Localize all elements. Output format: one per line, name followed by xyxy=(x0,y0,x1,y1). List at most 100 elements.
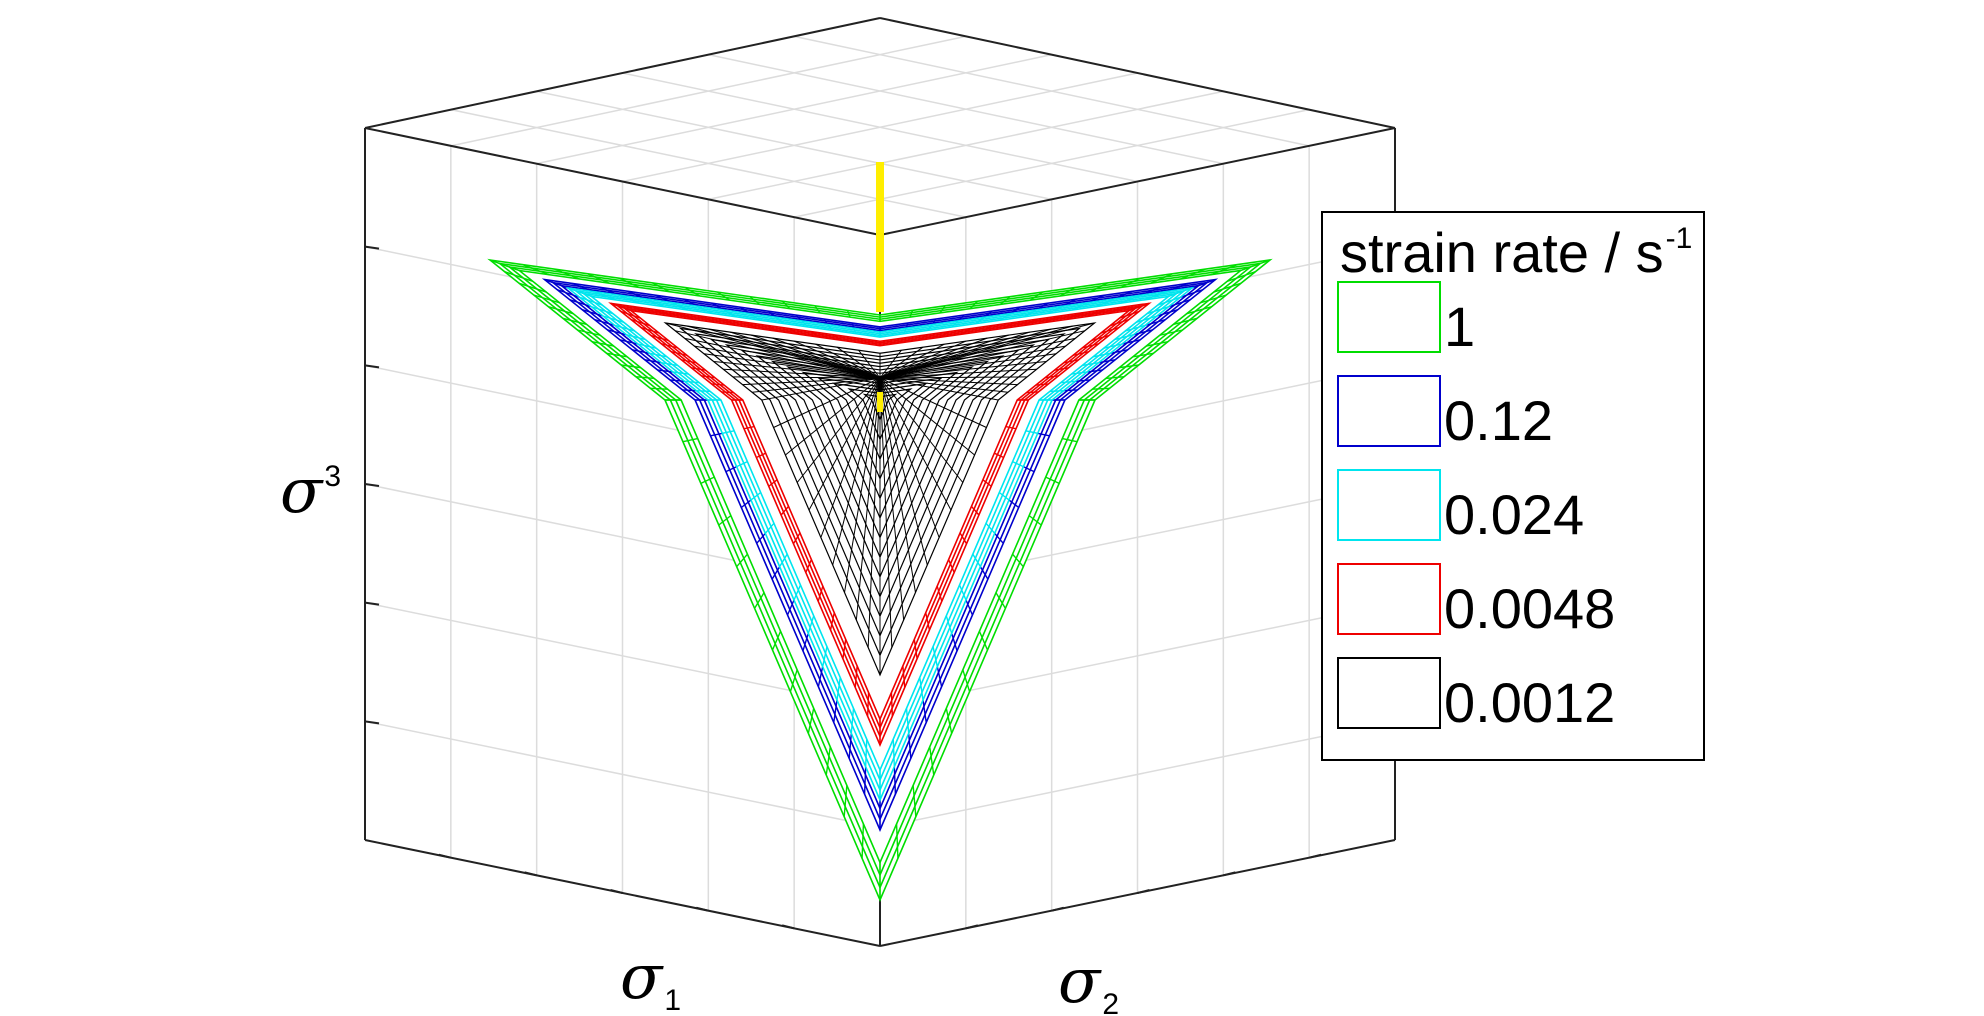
mesh-hatch xyxy=(962,669,971,692)
mesh-hatch xyxy=(995,592,1007,609)
axis-tick xyxy=(610,889,623,894)
axis-label-sigma2-subscript: 2 xyxy=(1102,988,1119,1016)
mesh-hatch xyxy=(1120,339,1141,345)
mesh-hatch xyxy=(626,333,646,341)
axis-tick xyxy=(965,924,979,930)
mesh-hatch xyxy=(890,692,894,717)
mesh-hatch xyxy=(853,328,857,334)
mesh-hatch xyxy=(606,352,628,358)
mesh-hatch xyxy=(582,309,605,318)
mesh-hatch xyxy=(1054,367,1069,371)
legend-swatch xyxy=(1337,375,1441,447)
mesh-hatch xyxy=(982,479,992,487)
mesh-hatch xyxy=(691,367,706,371)
mesh-hatch xyxy=(903,328,907,334)
mesh-hatch xyxy=(696,389,711,393)
svg-text:σ3: σ3 xyxy=(280,454,341,527)
mesh-hatch xyxy=(1132,352,1154,358)
mesh-hatch xyxy=(979,565,989,580)
mesh-spoke xyxy=(815,343,881,379)
mesh-hatch xyxy=(1132,329,1153,336)
mesh-hatch xyxy=(782,300,791,310)
mesh-hatch xyxy=(994,452,1004,459)
mesh-hatch xyxy=(1128,302,1150,312)
axis-label-sigma1: σ1 xyxy=(620,940,681,1016)
mesh-hatch xyxy=(548,305,574,315)
mesh-spoke xyxy=(879,377,916,593)
mesh-hatch xyxy=(936,585,943,602)
mesh-spoke xyxy=(879,334,1009,379)
mesh-hatch xyxy=(1012,461,1024,468)
mesh-hatch xyxy=(919,677,924,701)
mesh-spoke xyxy=(879,349,902,379)
mesh-hatch xyxy=(723,309,737,318)
mesh-spoke xyxy=(867,377,881,648)
mesh-hatch xyxy=(962,328,971,335)
mesh-hatch xyxy=(594,319,617,327)
mesh-hatch xyxy=(970,505,980,516)
mesh-hatch xyxy=(893,764,897,795)
mesh-hatch xyxy=(587,273,610,284)
mesh-hatch xyxy=(567,287,592,298)
mesh-hatch xyxy=(743,425,755,430)
mesh-spoke xyxy=(794,340,881,379)
mesh-hatch xyxy=(1144,291,1167,301)
mesh-hatch xyxy=(610,302,632,312)
mesh-spoke xyxy=(879,377,999,401)
legend-swatch xyxy=(1337,657,1441,729)
mesh-hatch xyxy=(978,630,989,651)
mesh-spoke xyxy=(761,377,881,401)
mesh-spoke xyxy=(879,361,1047,379)
axis-label-sigma1-symbol: σ xyxy=(620,940,664,1013)
mesh-spoke xyxy=(708,328,881,379)
mesh-hatch xyxy=(780,505,790,516)
mesh-hatch xyxy=(1072,302,1089,311)
mesh-hatch xyxy=(750,491,762,501)
mesh-hatch xyxy=(657,369,675,373)
mesh-hatch xyxy=(1210,263,1238,276)
mesh-hatch xyxy=(1025,430,1038,435)
mesh-hatch xyxy=(817,665,824,687)
mesh-hatch xyxy=(866,692,870,717)
axis-tick xyxy=(524,871,537,877)
mesh-hatch xyxy=(1060,380,1076,384)
mesh-hatch xyxy=(749,313,761,321)
mesh-spoke xyxy=(879,353,1057,379)
legend: strain rate / s-1 1 0.12 0.024 0.0048 0.0012 xyxy=(1321,211,1705,761)
legend-label: 0.024 xyxy=(1444,483,1584,546)
mesh-spoke xyxy=(675,330,881,379)
mesh-spoke xyxy=(844,377,881,593)
mesh-hatch xyxy=(861,823,865,859)
mesh-hatch xyxy=(669,379,686,383)
mesh-hatch xyxy=(1063,359,1079,364)
mesh-hatch xyxy=(671,302,688,311)
mesh-hatch xyxy=(1062,389,1078,392)
mesh-hatch xyxy=(985,522,996,534)
mesh-spoke xyxy=(713,361,881,379)
mesh-hatch xyxy=(775,316,785,325)
mesh-hatch xyxy=(1012,553,1024,568)
mesh-hatch xyxy=(912,785,917,817)
mesh-hatch xyxy=(792,532,801,545)
mesh-hatch xyxy=(939,305,946,314)
mesh-spoke xyxy=(751,334,881,379)
mesh-hatch xyxy=(602,315,624,323)
mesh-hatch xyxy=(786,598,796,616)
mesh-hatch xyxy=(1045,476,1060,484)
mesh-hatch xyxy=(1155,309,1178,318)
mesh-hatch xyxy=(1103,343,1123,349)
legend-entry: 0.024 xyxy=(1337,469,1584,546)
mesh-hatch xyxy=(1213,282,1242,293)
mesh-hatch xyxy=(821,646,828,667)
mesh-hatch xyxy=(661,361,678,367)
mesh-hatch xyxy=(1200,294,1227,304)
legend-label: 0.12 xyxy=(1444,389,1553,452)
legend-swatch xyxy=(1337,281,1441,353)
mesh-hatch xyxy=(1085,369,1103,373)
mesh-hatch xyxy=(945,615,953,634)
mesh-hatch xyxy=(614,324,635,332)
mesh-hatch xyxy=(1060,286,1076,297)
axis-tick xyxy=(364,601,380,606)
mesh-hatch xyxy=(907,731,912,759)
